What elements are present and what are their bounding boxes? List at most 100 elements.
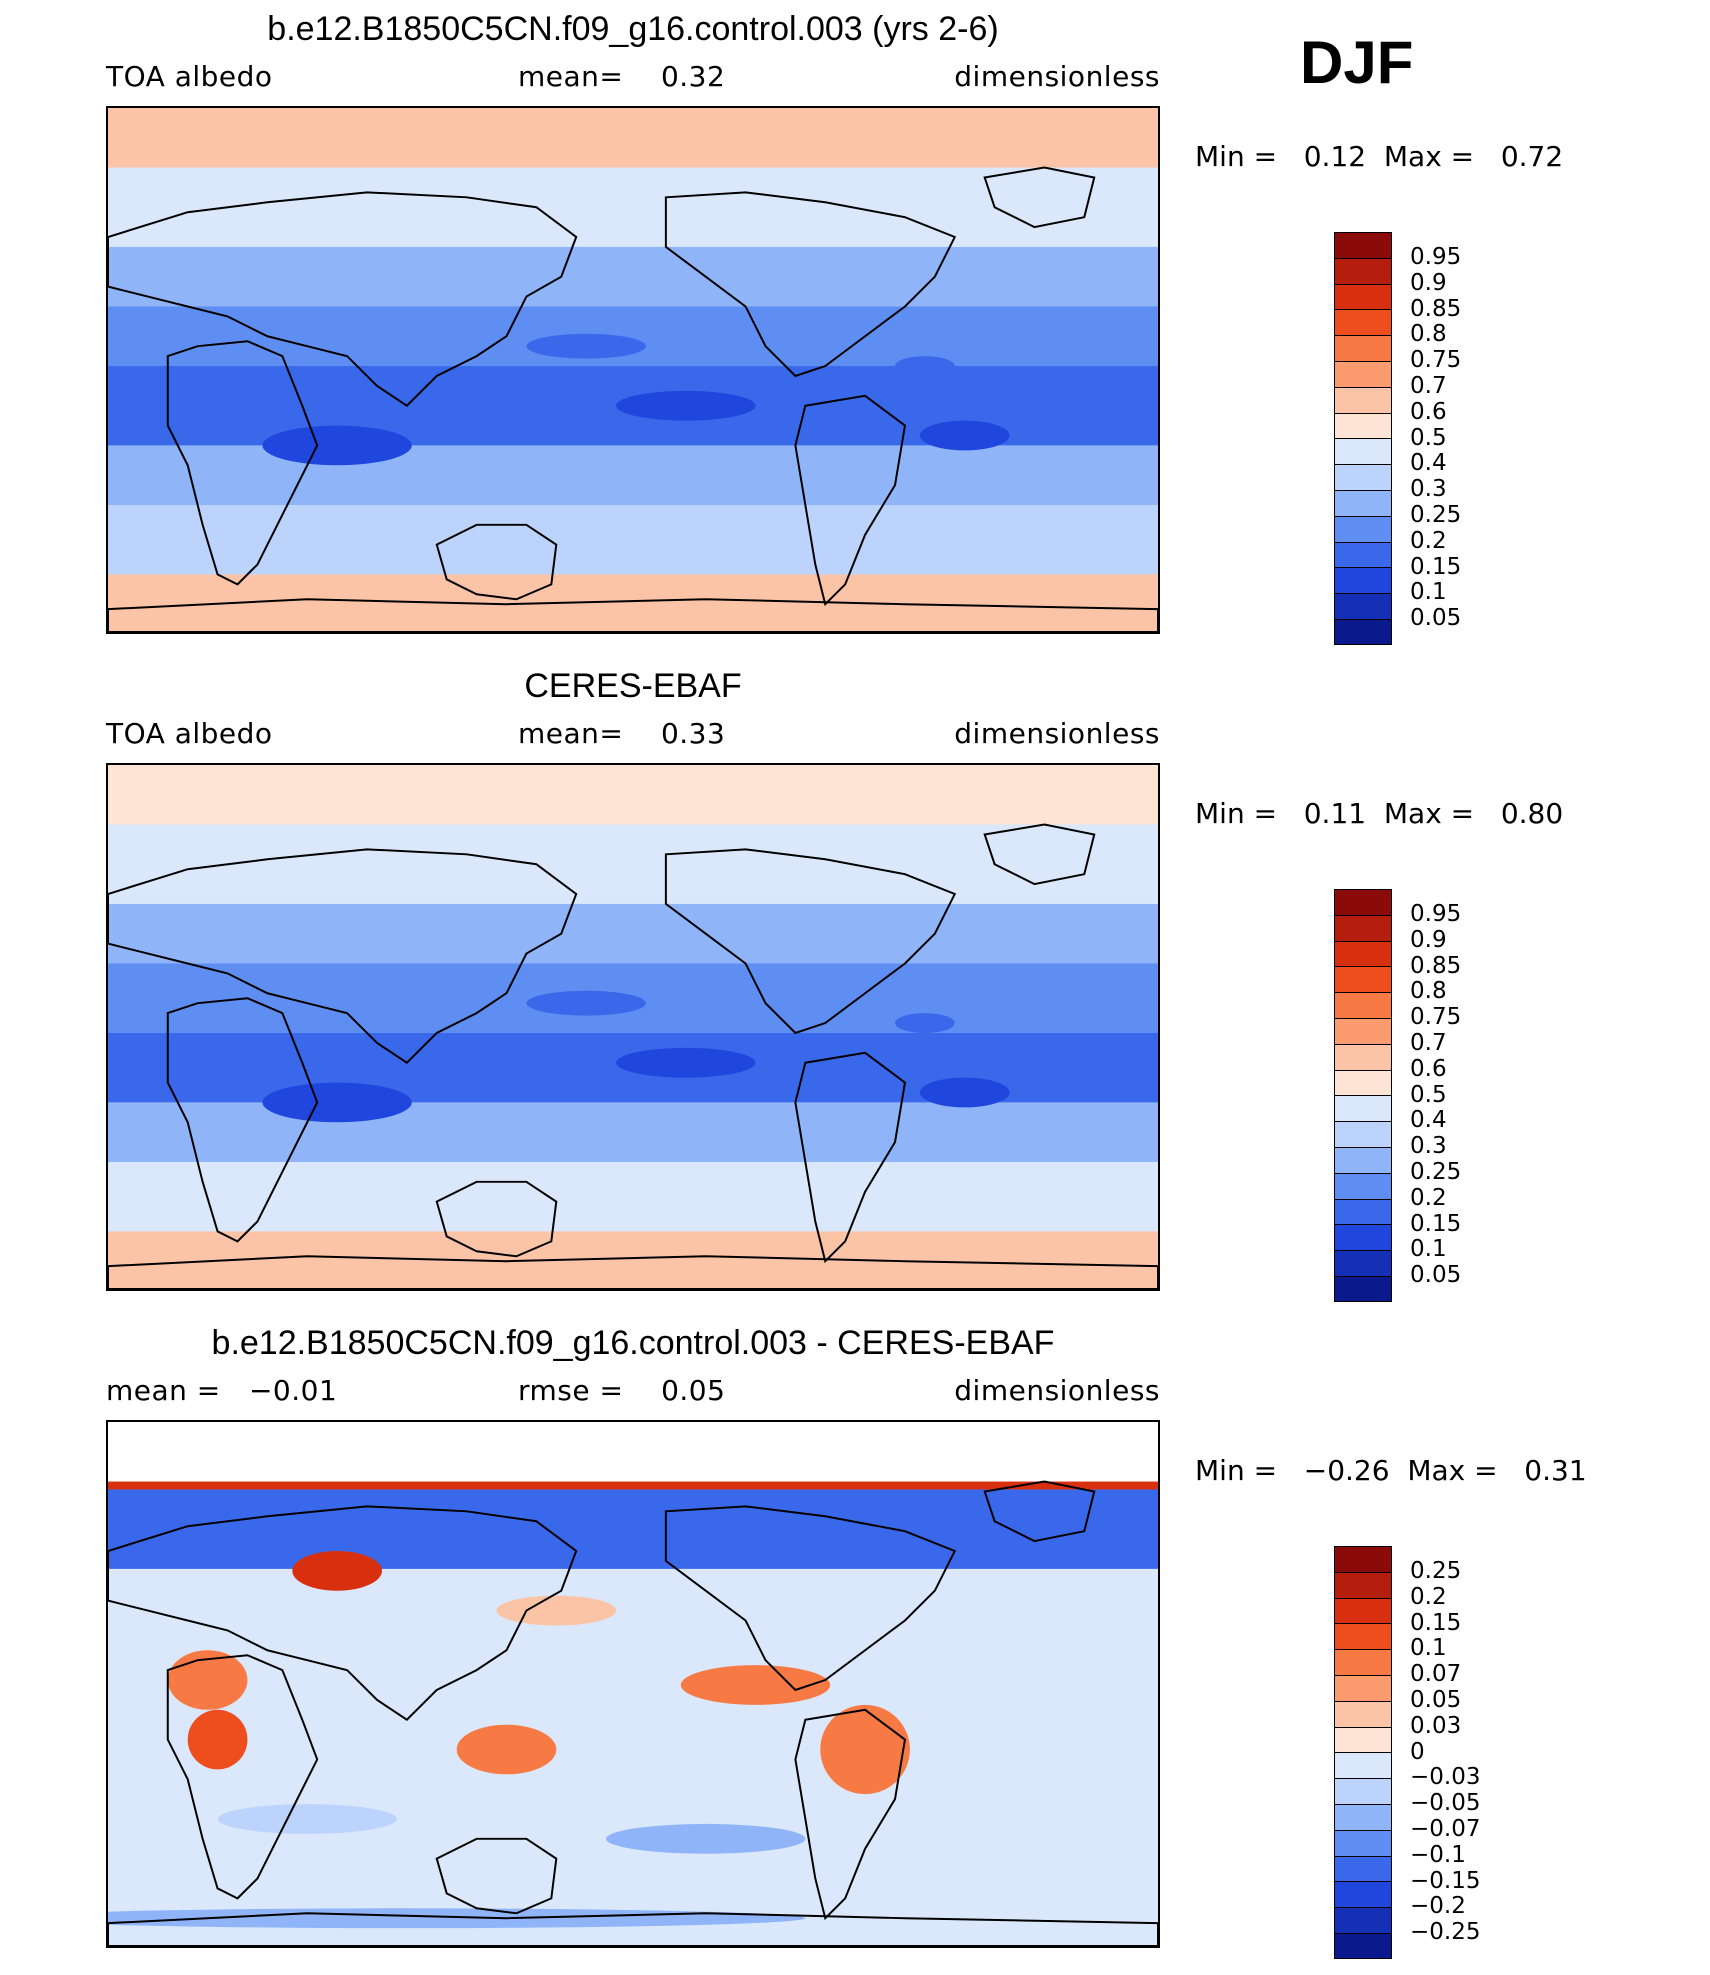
colorbar-swatch [1334,1907,1392,1933]
coastline [108,191,578,408]
field-minimum [919,1077,1010,1108]
subtitle-left: TOA albedo [106,60,273,93]
colorbar-tick-label: 0.1 [1410,1635,1447,1662]
map-frame [106,106,1160,634]
min-max-readout: Min = −0.26 Max = 0.31 [1195,1454,1587,1487]
colorbar-tick-label: 0.07 [1410,1661,1462,1688]
colorbar-swatch [1334,1043,1392,1070]
colorbar-tick-label: 0.05 [1410,1687,1462,1713]
coastline [108,1912,1158,1946]
colorbar-tick-label: 0.15 [1410,553,1462,580]
field-band [108,504,1158,575]
map-panel: CERES-EBAF TOA albedo mean= 0.33 dimensionl… [0,667,1710,1317]
field-band [108,903,1158,964]
colorbar-swatch [1334,412,1392,439]
colorbar-tick-label: −0.07 [1410,1816,1481,1842]
colorbar-tick-label: 0.9 [1410,926,1447,953]
min-max-readout: Min = 0.12 Max = 0.72 [1195,140,1564,173]
colorbar-tick-label: 0.95 [1410,244,1462,270]
field-band [108,574,1158,632]
field-minimum [616,1047,756,1078]
colorbar-tick-label: 0.7 [1410,373,1447,399]
colorbar-tick-label: 0.6 [1410,398,1447,425]
colorbar-swatch [1334,1726,1392,1753]
subtitle-left: mean = −0.01 [106,1374,338,1407]
colorbar-swatch [1334,1095,1392,1122]
colorbar-swatch [1334,1803,1392,1830]
colorbar-swatch [1334,966,1392,993]
coastline [108,1255,1158,1289]
map-field [108,108,1158,632]
colorbar-tick-label: 0.85 [1410,295,1462,322]
map-field [108,765,1158,1289]
colorbar-swatch [1334,1017,1392,1044]
field-minimum [526,333,646,359]
field-band [108,246,1158,307]
colorbar-tick-label: 0.25 [1410,1558,1462,1584]
colorbar-swatch [1334,1250,1392,1276]
colorbar-swatch [1334,1224,1392,1251]
colorbar-swatch [1334,232,1392,258]
colorbar-tick-label: 0.7 [1410,1030,1447,1056]
coastline [435,1180,558,1258]
field-anomaly [606,1823,806,1854]
colorbar-swatch [1334,1674,1392,1701]
colorbar-tick-label: −0.25 [1410,1919,1481,1946]
coastline [664,1505,957,1692]
colorbar-tick-label: 0.9 [1410,269,1447,296]
field-band [108,1161,1158,1232]
field-anomaly [456,1724,557,1775]
coastline [983,823,1096,886]
colorbar-swatch [1334,438,1392,465]
field-band [108,1231,1158,1289]
field-band [108,445,1158,505]
colorbar-swatch [1334,1172,1392,1199]
colorbar-tick-label: 0.5 [1410,424,1447,451]
coastline [435,523,558,601]
colorbar-tick-label: 0.05 [1410,605,1462,632]
colorbar-swatch [1334,283,1392,310]
field-band [108,167,1158,247]
subtitle-right: dimensionless [954,717,1160,750]
colorbar-tick-label: −0.2 [1410,1893,1466,1920]
coastline [435,1837,558,1915]
colorbar-swatch [1334,567,1392,594]
colorbar-tick-label: −0.05 [1410,1790,1481,1817]
colorbar-swatch [1334,309,1392,336]
colorbar-swatch [1334,541,1392,568]
colorbar-swatch [1334,889,1392,915]
field-band [108,1102,1158,1162]
coastline [983,166,1096,229]
colorbar-swatch [1334,914,1392,941]
field-minimum [895,1013,955,1033]
field-minimum [262,1082,412,1123]
colorbar-tick-label: 0.4 [1410,1107,1447,1134]
colorbar-swatch [1334,1275,1392,1302]
field-anomaly [820,1704,910,1795]
colorbar-tick-label: 0.2 [1410,1184,1447,1211]
colorbar-tick-label: 0.4 [1410,450,1447,477]
colorbar [1334,889,1394,1302]
colorbar-swatch [1334,1597,1392,1624]
field-minimum [262,425,412,466]
coastline [108,848,578,1065]
field-band [108,108,1158,168]
colorbar-swatch [1334,360,1392,387]
field-minimum [526,990,646,1016]
colorbar-tick-label: 0.05 [1410,1262,1462,1289]
coastline [794,1051,907,1264]
colorbar-swatch [1334,515,1392,542]
colorbar-tick-label: 0.3 [1410,476,1447,503]
map-frame [106,763,1160,1291]
colorbar-tick-label: 0.3 [1410,1133,1447,1160]
colorbar-swatch [1334,1649,1392,1675]
season-label: DJF [1300,29,1414,96]
colorbar-swatch [1334,257,1392,284]
colorbar-swatch [1334,1881,1392,1908]
coastline [108,1505,578,1722]
colorbar-swatch [1334,335,1392,361]
subtitle-right: dimensionless [954,1374,1160,1407]
colorbar-swatch [1334,992,1392,1018]
panel-title: CERES-EBAF [524,667,742,705]
field-anomaly [217,1804,397,1834]
